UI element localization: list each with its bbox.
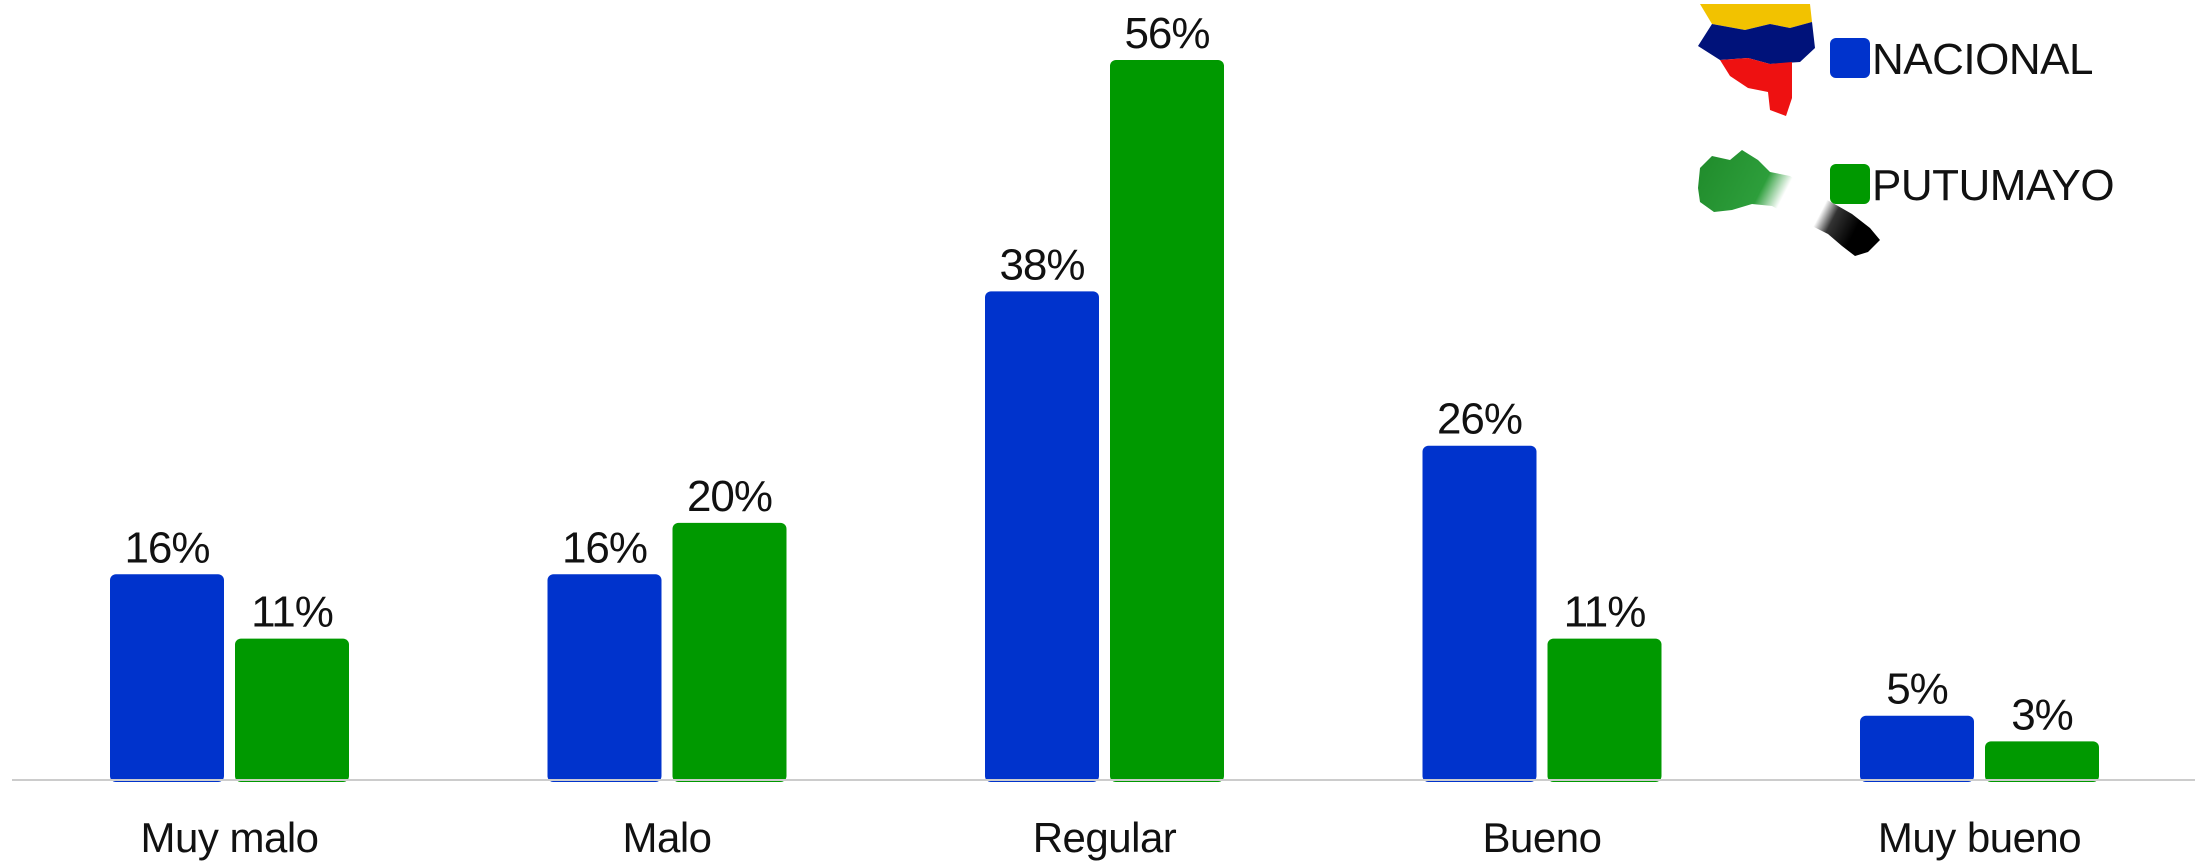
value-label-putumayo-muy-malo: 11% (251, 588, 333, 637)
value-labels-layer: 16% 11% 16% 20% 38% 56% 26% 11% 5% 3% (124, 9, 2073, 739)
category-label-muy-malo: Muy malo (140, 814, 318, 861)
bar-nacional-muy-malo (110, 574, 224, 782)
category-label-regular: Regular (1033, 814, 1177, 861)
bars-layer (110, 60, 2099, 782)
legend-label-nacional: NACIONAL (1872, 35, 2093, 84)
category-labels-layer: Muy malo Malo Regular Bueno Muy bueno (140, 814, 2081, 861)
bar-putumayo-malo (672, 522, 787, 782)
bar-putumayo-muy-bueno (1985, 741, 2099, 782)
category-label-muy-bueno: Muy bueno (1878, 814, 2081, 861)
value-label-nacional-malo: 16% (562, 523, 647, 572)
value-label-putumayo-malo: 20% (687, 472, 772, 521)
bar-putumayo-regular (1110, 60, 1224, 782)
legend-swatch-putumayo (1830, 164, 1870, 204)
value-label-putumayo-bueno: 11% (1564, 588, 1646, 637)
legend-swatch-nacional (1830, 38, 1870, 78)
value-label-nacional-bueno: 26% (1437, 395, 1522, 444)
legend: NACIONAL PUTUMAYO (1698, 4, 2115, 256)
legend-label-putumayo: PUTUMAYO (1872, 161, 2114, 210)
value-label-putumayo-muy-bueno: 3% (2011, 690, 2073, 739)
bar-putumayo-bueno (1547, 638, 1662, 782)
category-label-bueno: Bueno (1483, 814, 1602, 861)
bar-nacional-regular (985, 291, 1099, 782)
bar-nacional-bueno (1422, 445, 1537, 782)
value-label-nacional-muy-malo: 16% (124, 523, 209, 572)
value-label-nacional-muy-bueno: 5% (1886, 665, 1948, 714)
bar-nacional-muy-bueno (1860, 715, 1974, 782)
colombia-map-icon (1698, 4, 1815, 116)
bar-nacional-malo (547, 574, 662, 782)
value-label-putumayo-regular: 56% (1124, 9, 1209, 58)
bar-putumayo-muy-malo (235, 638, 349, 782)
value-label-nacional-regular: 38% (999, 240, 1084, 289)
putumayo-map-icon (1698, 150, 1880, 256)
category-label-malo: Malo (622, 814, 711, 861)
